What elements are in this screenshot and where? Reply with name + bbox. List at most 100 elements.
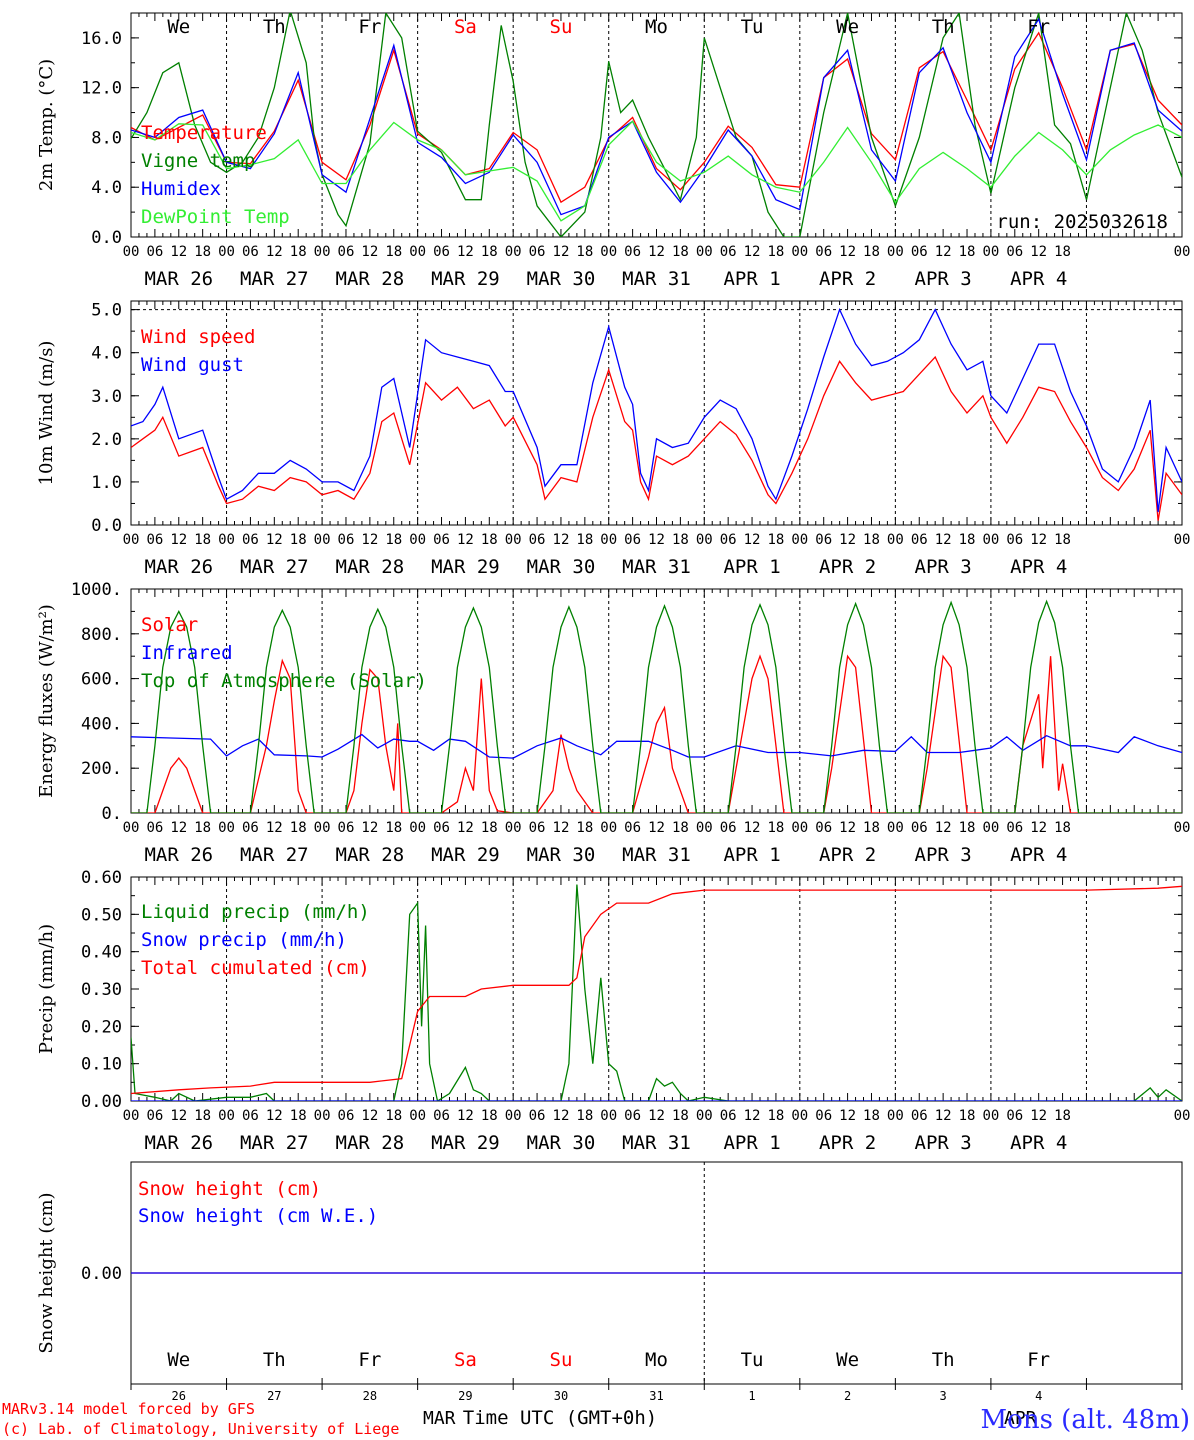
day-number-label: 1 <box>748 1389 755 1403</box>
date-label: MAR 26 <box>144 1132 213 1154</box>
weekday-label: We <box>167 1349 190 1371</box>
hour-tick-label: 06 <box>720 820 737 836</box>
weekday-label: We <box>836 16 859 38</box>
hour-tick-label: 00 <box>696 532 713 548</box>
panel-snow: 0.00 Snow height (cm) Snow height (cm) Snow… <box>36 1161 1183 1403</box>
weekday-label: Su <box>550 16 573 38</box>
hour-tick-label: 00 <box>791 532 808 548</box>
hour-tick-label: 12 <box>1030 820 1047 836</box>
y-tick-label: 1000. <box>71 580 122 600</box>
weekday-label: Th <box>263 16 286 38</box>
hour-tick-label: 18 <box>768 532 785 548</box>
panel-wind: 0.0 1.0 2.0 3.0 4.0 5.0 10m Wind (m/s) Wind spe… <box>36 300 1191 578</box>
date-label: MAR 28 <box>336 844 405 866</box>
y-axis-label: 10m Wind (m/s) <box>36 341 57 486</box>
hour-tick-label: 18 <box>959 244 976 260</box>
y-tick-label: 0.0 <box>91 228 122 248</box>
hour-tick-label: 12 <box>839 244 856 260</box>
hour-tick-label: 00 <box>218 244 235 260</box>
hour-tick-label: 18 <box>385 820 402 836</box>
date-label: APR 1 <box>723 556 780 578</box>
hour-tick-label: 18 <box>768 820 785 836</box>
day-number-label: 28 <box>363 1389 377 1403</box>
series-line-humidex <box>131 17 1182 216</box>
hour-tick-label: 06 <box>529 244 546 260</box>
hour-tick-label: 18 <box>959 820 976 836</box>
hour-tick-label: 00 <box>505 1108 522 1124</box>
hour-tick-label: 18 <box>576 820 593 836</box>
hour-tick-label: 00 <box>1174 532 1191 548</box>
hour-tick-label: 06 <box>1006 244 1023 260</box>
hour-tick-label: 00 <box>887 1108 904 1124</box>
hour-tick-label: 00 <box>218 532 235 548</box>
legend-entry: Snow height (cm W.E.) <box>138 1205 378 1227</box>
hour-tick-label: 06 <box>1006 820 1023 836</box>
hour-tick-label: 00 <box>696 244 713 260</box>
hour-tick-label: 18 <box>863 244 880 260</box>
hour-tick-label: 06 <box>146 244 163 260</box>
weekday-label: Sa <box>454 1349 477 1371</box>
hour-tick-label: 12 <box>648 244 665 260</box>
date-label: APR 4 <box>1010 268 1067 290</box>
weekday-label: We <box>836 1349 859 1371</box>
weekday-label: Fr <box>1027 16 1050 38</box>
hour-tick-label: 12 <box>361 1108 378 1124</box>
series-line-wind-speed <box>131 355 1182 521</box>
hour-tick-label: 06 <box>911 532 928 548</box>
hour-tick-label: 06 <box>146 820 163 836</box>
hour-tick-label: 00 <box>887 244 904 260</box>
panel-flux: 0. 200. 400. 600. 800. 1000. Energy fluxes (W/… <box>36 580 1190 866</box>
hour-tick-label: 18 <box>481 532 498 548</box>
y-tick-label: 3.0 <box>91 387 122 407</box>
hour-tick-label: 12 <box>361 820 378 836</box>
hour-tick-label: 06 <box>338 532 355 548</box>
hour-tick-label: 06 <box>815 244 832 260</box>
hour-tick-label: 12 <box>744 244 761 260</box>
hour-tick-label: 06 <box>433 820 450 836</box>
hour-tick-label: 12 <box>839 532 856 548</box>
hour-tick-label: 06 <box>433 532 450 548</box>
hour-tick-label: 18 <box>194 1108 211 1124</box>
y-tick-label: 8.0 <box>91 128 122 148</box>
lab-credit: (c) Lab. of Climatology, University of L… <box>2 1420 399 1438</box>
hour-tick-label: 18 <box>576 244 593 260</box>
date-label: MAR 27 <box>240 844 309 866</box>
hour-tick-label: 18 <box>481 244 498 260</box>
hour-tick-label: 18 <box>1054 1108 1071 1124</box>
date-label: MAR 29 <box>431 844 500 866</box>
hour-tick-label: 06 <box>242 532 259 548</box>
weekday-label: Fr <box>358 16 381 38</box>
date-label: MAR 31 <box>622 844 691 866</box>
y-tick-label: 0.40 <box>81 943 122 963</box>
location-label: Mons (alt. 48m) <box>981 1405 1190 1435</box>
hour-tick-label: 06 <box>242 244 259 260</box>
hour-tick-label: 06 <box>911 820 928 836</box>
y-axis-label: Precip (mm/h) <box>36 924 57 1054</box>
month-label-left: MAR <box>423 1408 456 1429</box>
hour-tick-label: 18 <box>959 1108 976 1124</box>
y-tick-label: 800. <box>81 625 122 645</box>
legend-entry: Vigne temp <box>141 150 255 172</box>
y-tick-label: 0. <box>102 804 122 824</box>
date-label: APR 1 <box>723 268 780 290</box>
date-label: MAR 29 <box>431 268 500 290</box>
day-number-label: 27 <box>267 1389 281 1403</box>
weekday-label: Tu <box>741 16 764 38</box>
date-label: MAR 27 <box>240 556 309 578</box>
hour-tick-label: 12 <box>553 1108 570 1124</box>
series-line-wind-gust <box>131 307 1182 513</box>
hour-tick-label: 12 <box>266 820 283 836</box>
weekday-label: Mo <box>645 16 668 38</box>
hour-tick-label: 12 <box>553 244 570 260</box>
hour-tick-label: 18 <box>959 532 976 548</box>
hour-tick-label: 00 <box>600 820 617 836</box>
date-label: APR 4 <box>1010 844 1067 866</box>
hour-tick-label: 12 <box>935 244 952 260</box>
hour-tick-label: 06 <box>815 1108 832 1124</box>
weekday-label: Su <box>550 1349 573 1371</box>
hour-tick-label: 18 <box>290 1108 307 1124</box>
hour-tick-label: 18 <box>863 532 880 548</box>
hour-tick-label: 06 <box>911 1108 928 1124</box>
date-label: APR 2 <box>819 268 876 290</box>
date-label: APR 2 <box>819 556 876 578</box>
